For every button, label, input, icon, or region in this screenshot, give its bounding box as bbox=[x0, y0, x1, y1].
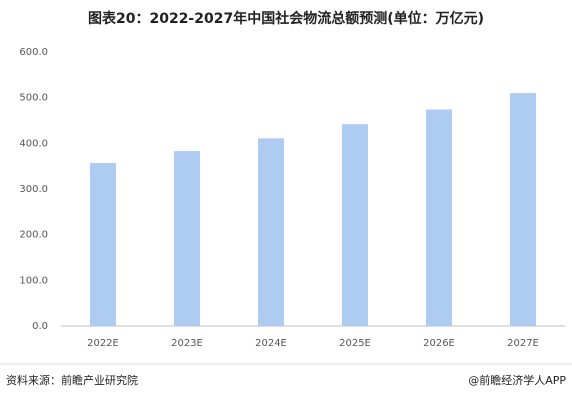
x-tick-label: 2023E bbox=[171, 338, 203, 349]
y-tick-label: 200.0 bbox=[19, 230, 48, 241]
y-tick-label: 0.0 bbox=[32, 321, 48, 332]
bar bbox=[90, 162, 116, 326]
y-tick-label: 400.0 bbox=[19, 138, 48, 149]
y-tick-label: 600.0 bbox=[19, 47, 48, 58]
credit: @前瞻经济学人APP bbox=[468, 373, 566, 387]
x-tick-label: 2022E bbox=[87, 338, 119, 349]
y-tick-label: 100.0 bbox=[19, 275, 48, 286]
bar bbox=[174, 151, 200, 326]
source: 资料来源：前瞻产业研究院 bbox=[6, 373, 138, 387]
bar bbox=[342, 124, 368, 326]
y-tick-label: 500.0 bbox=[19, 93, 48, 104]
x-tick-label: 2026E bbox=[423, 338, 455, 349]
bar bbox=[258, 138, 284, 326]
bar bbox=[510, 93, 536, 326]
x-tick-label: 2025E bbox=[339, 338, 371, 349]
y-tick-label: 300.0 bbox=[19, 184, 48, 195]
bar bbox=[426, 109, 452, 326]
x-tick-label: 2024E bbox=[255, 338, 287, 349]
chart-title: 图表20：2022-2027年中国社会物流总额预测(单位：万亿元) bbox=[88, 10, 484, 27]
x-tick-label: 2027E bbox=[507, 338, 539, 349]
